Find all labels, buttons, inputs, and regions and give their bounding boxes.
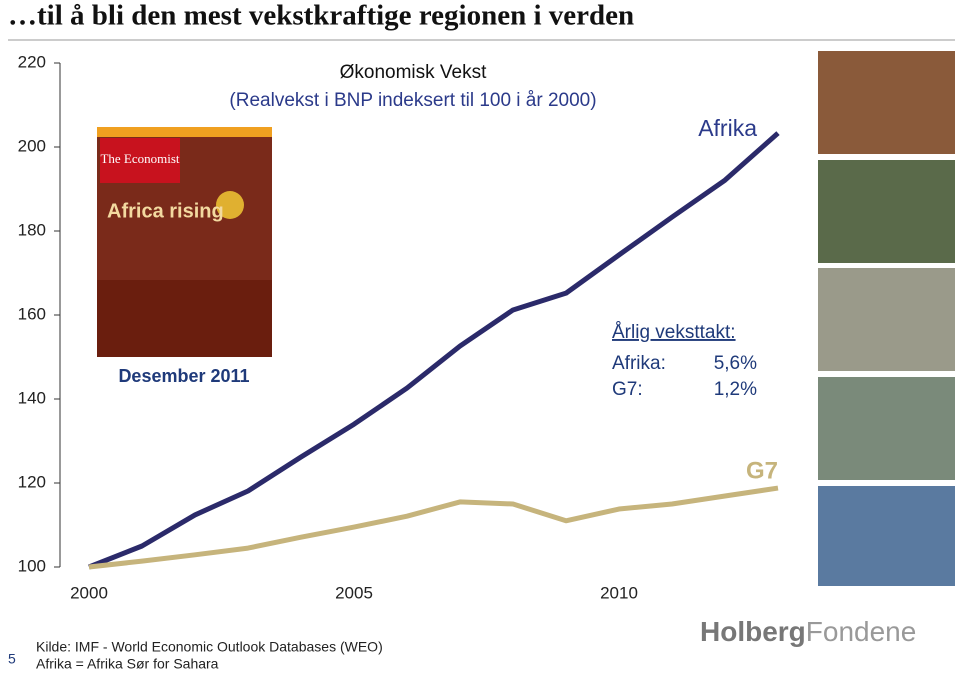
x-tick-label: 2010 (600, 583, 638, 602)
annotation-label: G7: (612, 379, 643, 400)
slide-title: …til å bli den mest vekstkraftige region… (8, 0, 634, 32)
y-tick-label: 140 (18, 388, 46, 407)
note: Afrika = Afrika Sør for Sahara (36, 656, 219, 672)
chart-title: Økonomisk Vekst (340, 62, 487, 83)
magazine-name: The Economist (100, 151, 179, 166)
magazine-headline: Africa rising (107, 200, 224, 222)
y-tick-label: 180 (18, 220, 46, 239)
chart-subtitle: (Realvekst i BNP indeksert til 100 i år … (229, 90, 596, 111)
y-tick-label: 100 (18, 556, 46, 575)
annotation-heading: Årlig veksttakt: (612, 322, 736, 343)
series-label: G7 (746, 457, 778, 484)
source: Kilde: IMF - World Economic Outlook Data… (36, 639, 383, 655)
logo-bold: Holberg (700, 616, 806, 647)
y-tick-label: 220 (18, 52, 46, 71)
y-tick-label: 200 (18, 136, 46, 155)
page-number: 5 (8, 651, 16, 667)
y-tick-label: 120 (18, 472, 46, 491)
annotation-value: 1,2% (714, 379, 757, 400)
photo-column (818, 51, 955, 586)
logo: HolbergFondene (700, 616, 916, 647)
y-tick-label: 160 (18, 304, 46, 323)
series-label: Afrika (698, 115, 757, 141)
x-tick-label: 2000 (70, 583, 108, 602)
annotation-label: Afrika: (612, 353, 666, 374)
series-line (88, 131, 780, 570)
series-line (88, 485, 779, 570)
cover-caption: Desember 2011 (118, 366, 249, 386)
magazine-cover: The Economist Africa rising (97, 127, 272, 357)
x-tick-label: 2005 (335, 583, 373, 602)
logo-rest: Fondene (806, 616, 917, 647)
annotation-value: 5,6% (714, 353, 757, 374)
